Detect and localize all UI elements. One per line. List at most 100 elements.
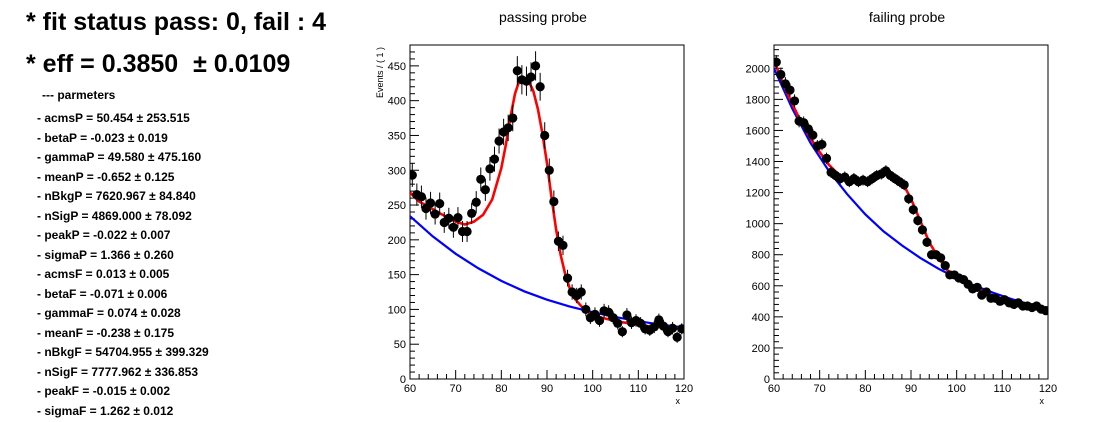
data-point <box>1041 306 1048 316</box>
y-tick-label: 600 <box>752 281 770 293</box>
data-point <box>435 199 445 209</box>
data-point <box>821 153 832 164</box>
chart-title: failing probe <box>869 9 945 25</box>
data-point <box>667 323 678 333</box>
x-tick-label: 70 <box>814 383 826 395</box>
x-tick-label: 120 <box>1039 383 1057 395</box>
data-point <box>594 315 605 326</box>
data-point <box>904 194 914 204</box>
efficiency-text: * eff = 0.3850 ± 0.0109 <box>26 50 290 79</box>
data-point <box>677 324 684 334</box>
parameter-item: - sigmaF = 1.262 ± 0.012 <box>37 403 174 418</box>
x-axis-label: x <box>1040 396 1045 406</box>
data-point <box>649 322 659 332</box>
data-point <box>535 82 545 92</box>
parameter-item: - betaF = -0.071 ± 0.006 <box>37 286 168 301</box>
data-point <box>430 209 440 219</box>
fit-status-text: * fit status pass: 0, fail : 4 <box>26 8 327 36</box>
data-point <box>774 57 781 67</box>
data-point <box>494 136 504 146</box>
data-point <box>530 61 541 71</box>
parameter-item: - acmsP = 50.454 ± 253.515 <box>37 111 190 125</box>
chart-title: passing probe <box>499 9 587 25</box>
parameter-item: - meanF = -0.238 ± 0.175 <box>37 325 174 340</box>
y-tick-label: 0 <box>764 374 770 386</box>
y-axis-label: Events / ( 1 ) <box>375 47 385 98</box>
plot-area <box>774 55 1048 316</box>
y-tick-label: 100 <box>388 304 406 316</box>
efficiency-value: * eff = 0.3850 <box>26 50 179 78</box>
x-tick-label: 110 <box>994 383 1012 395</box>
data-point <box>581 304 591 315</box>
data-point <box>562 273 573 283</box>
x-tick-label: 70 <box>450 383 462 395</box>
x-tick-label: 120 <box>675 383 693 395</box>
parameter-item: - gammaF = 0.074 ± 0.028 <box>37 306 181 320</box>
data-point <box>972 282 982 292</box>
parameter-item: - betaP = -0.023 ± 0.019 <box>37 130 168 145</box>
data-point <box>544 165 554 175</box>
data-point <box>936 253 946 263</box>
y-tick-label: 300 <box>388 165 406 177</box>
data-point <box>448 222 458 232</box>
data-point <box>817 139 827 150</box>
y-tick-label: 350 <box>388 130 406 142</box>
parameter-list: - acmsP = 50.454 ± 253.515 - betaP = -0.0… <box>37 109 209 421</box>
passing-probe-plot: passing probe 60 70 80 90 100 110 120 0 50 100 150 2… <box>375 9 693 406</box>
parameter-item: - peakF = -0.015 ± 0.002 <box>37 384 170 398</box>
data-point <box>899 180 909 190</box>
data-point <box>913 215 923 226</box>
y-tick-label: 200 <box>388 235 406 247</box>
data-point <box>526 72 536 82</box>
data-point <box>622 310 632 320</box>
data-point <box>789 96 800 106</box>
total-fit-curve <box>774 60 1048 312</box>
x-tick-label: 100 <box>947 383 965 395</box>
data-point <box>503 123 513 133</box>
x-tick-label: 110 <box>630 383 648 395</box>
data-point <box>462 226 472 237</box>
data-point <box>672 332 682 342</box>
y-tick-label: 50 <box>394 339 406 351</box>
efficiency-error: ± 0.0109 <box>193 50 291 78</box>
y-tick-label: 250 <box>388 200 406 212</box>
data-point <box>908 205 918 215</box>
y-tick-label: 800 <box>752 250 770 262</box>
x-axis-label: x <box>676 396 681 406</box>
y-tick-label: 1200 <box>746 188 770 200</box>
data-point <box>467 208 477 218</box>
x-tick-label: 80 <box>859 383 871 395</box>
data-point <box>940 260 950 271</box>
data-point <box>558 240 568 250</box>
background-fit-curve <box>774 67 1048 311</box>
x-tick-label: 60 <box>768 383 780 395</box>
data-point <box>508 113 518 123</box>
data-point <box>785 85 795 95</box>
data-point <box>613 318 623 328</box>
data-point <box>540 130 550 141</box>
data-point <box>416 192 427 202</box>
data-point <box>425 198 436 208</box>
parameter-item: - peakP = -0.022 ± 0.007 <box>37 228 171 242</box>
y-tick-label: 400 <box>752 312 770 324</box>
data-point <box>471 197 481 207</box>
parameter-item: - nBkgF = 54704.955 ± 399.329 <box>37 345 209 359</box>
data-point <box>549 196 559 207</box>
data-point <box>917 225 928 235</box>
background-fit-curve <box>410 215 684 329</box>
data-point <box>808 130 818 140</box>
plot-area <box>410 51 684 343</box>
x-tick-label: 90 <box>541 383 553 395</box>
data-point <box>410 170 417 180</box>
data-point <box>922 237 932 247</box>
data-point <box>489 154 500 164</box>
x-tick-label: 60 <box>404 383 416 395</box>
data-point <box>617 327 627 337</box>
parameter-item: - meanP = -0.652 ± 0.125 <box>37 169 175 184</box>
y-tick-label: 400 <box>388 96 406 108</box>
parameter-item: - nSigF = 7777.962 ± 336.853 <box>37 364 199 379</box>
y-tick-label: 1800 <box>746 94 770 106</box>
parameter-item: - nSigP = 4869.000 ± 78.092 <box>37 208 192 223</box>
data-point <box>485 164 495 174</box>
x-tick-label: 100 <box>583 383 601 395</box>
